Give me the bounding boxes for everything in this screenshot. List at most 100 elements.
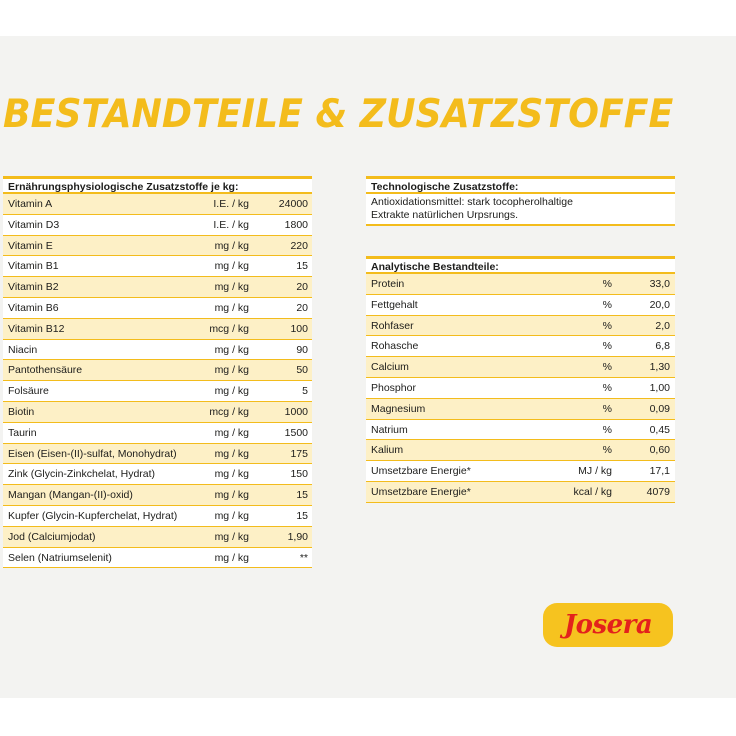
row-name: Folsäure (8, 385, 49, 398)
row-value: 6,8 (655, 340, 670, 353)
row-unit: % (602, 381, 612, 394)
row-name: Natrium (371, 423, 408, 436)
row-value: 150 (290, 468, 308, 481)
row-name: Protein (371, 278, 405, 290)
table-row: Vitamin B6 mg / kg 20 (3, 297, 312, 319)
row-unit: mg / kg (214, 239, 249, 252)
row-unit: mg / kg (214, 447, 249, 460)
row-value: 1,30 (649, 361, 670, 374)
row-value: 24000 (278, 198, 308, 210)
row-name: Umsetzbare Energie* (371, 465, 471, 478)
row-name: Calcium (371, 361, 409, 374)
row-unit: mg / kg (214, 260, 249, 273)
row-unit: mcg / kg (209, 322, 249, 335)
table-row: Eisen (Eisen-(II)-sulfat, Monohydrat) mg … (3, 443, 312, 465)
row-name: Pantothensäure (8, 364, 83, 377)
row-unit: mg / kg (214, 468, 249, 481)
row-unit: % (602, 361, 612, 374)
row-value: 1000 (284, 405, 308, 418)
row-name: Zink (Glycin-Zinkchelat, Hydrat) (8, 468, 156, 481)
row-unit: mg / kg (214, 343, 249, 356)
row-unit: % (602, 423, 612, 436)
page-title: BESTANDTEILE & ZUSATZSTOFFE (3, 92, 674, 137)
row-value: 50 (296, 364, 308, 377)
technological-line-2: Extrakte natürlichen Urpsrungs. (371, 208, 519, 221)
row-name: Vitamin D3 (8, 218, 60, 231)
table-row: Rohasche% 6,8 (366, 336, 675, 358)
table-row: Protein% 33,0 (366, 274, 675, 295)
row-name: Phosphor (371, 381, 416, 394)
analytic-constituents-header: Analytische Bestandteile: (366, 256, 675, 274)
nutritional-additives-header: Ernährungsphysiologische Zusatzstoffe je… (3, 176, 312, 194)
row-unit: mg / kg (214, 530, 249, 543)
table-row: Phosphor% 1,00 (366, 377, 675, 399)
table-row: Mangan (Mangan-(II)-oxid) mg / kg 15 (3, 485, 312, 506)
row-unit: % (602, 278, 612, 290)
table-row: Vitamin D3 I.E. / kg 1800 (3, 214, 312, 236)
row-unit: % (602, 298, 612, 311)
row-value: 1800 (284, 218, 308, 231)
row-name: Vitamin A (8, 198, 53, 210)
row-unit: % (602, 319, 612, 332)
row-name: Rohfaser (371, 319, 414, 332)
table-row: Niacin mg / kg 90 (3, 339, 312, 361)
row-unit: MJ / kg (578, 465, 612, 478)
row-value: 100 (290, 322, 308, 335)
row-name: Vitamin B12 (8, 322, 65, 335)
row-name: Vitamin B6 (8, 301, 59, 314)
row-name: Selen (Natriumselenit) (8, 551, 112, 564)
row-value: 0,60 (649, 444, 670, 457)
right-column: Technologische Zusatzstoffe: Antioxidati… (366, 176, 675, 503)
row-unit: % (602, 444, 612, 457)
row-unit: I.E. / kg (213, 218, 249, 231)
row-name: Rohasche (371, 340, 419, 353)
row-name: Vitamin B1 (8, 260, 59, 273)
row-unit: mg / kg (214, 385, 249, 398)
row-value: 0,45 (649, 423, 670, 436)
row-unit: I.E. / kg (213, 198, 249, 210)
row-value: 15 (296, 509, 308, 522)
table-row: Vitamin E mg / kg 220 (3, 235, 312, 257)
row-value: 1500 (284, 426, 308, 439)
technological-line-1: Antioxidationsmittel: stark tocopherolha… (371, 196, 573, 208)
row-unit: mg / kg (214, 551, 249, 564)
row-value: 33,0 (649, 278, 670, 290)
row-name: Niacin (8, 343, 38, 356)
row-value: 15 (296, 260, 308, 273)
row-value: 4079 (646, 485, 670, 498)
row-name: Umsetzbare Energie* (371, 485, 471, 498)
table-row: Fettgehalt% 20,0 (366, 294, 675, 316)
table-row: Vitamin A I.E. / kg 24000 (3, 194, 312, 215)
table-row: Zink (Glycin-Zinkchelat, Hydrat) mg / kg 1… (3, 464, 312, 486)
row-value: 1,00 (649, 381, 670, 394)
row-value: 2,0 (655, 319, 670, 332)
row-unit: mg / kg (214, 489, 249, 502)
row-value: 20 (296, 281, 308, 294)
table-row: Umsetzbare Energie* MJ / kg 17,1 (366, 461, 675, 482)
table-row: Taurin mg / kg 1500 (3, 422, 312, 444)
row-name: Kupfer (Glycin-Kupferchelat, Hydrat) (8, 509, 178, 522)
table-row: Vitamin B2 mg / kg 20 (3, 277, 312, 298)
technological-additives-header: Technologische Zusatzstoffe: (366, 176, 675, 194)
row-value: ** (299, 551, 308, 564)
row-unit: kcal / kg (573, 485, 612, 498)
row-value: 15 (296, 489, 308, 502)
table-row: Umsetzbare Energie* kcal / kg 4079 (366, 481, 675, 503)
table-row: Biotin mcg / kg 1000 (3, 401, 312, 423)
table-row: Selen (Natriumselenit) mg / kg ** (3, 547, 312, 569)
row-value: 20 (296, 301, 308, 314)
row-name: Fettgehalt (371, 298, 418, 311)
logo-text: Josera (563, 610, 653, 640)
row-name: Mangan (Mangan-(II)-oxid) (8, 489, 133, 502)
row-unit: mg / kg (214, 301, 249, 314)
table-row: Magnesium% 0,09 (366, 398, 675, 420)
josera-logo: Josera (543, 603, 673, 647)
row-value: 20,0 (649, 298, 670, 311)
row-value: 0,09 (649, 402, 670, 415)
row-name: Magnesium (371, 402, 426, 415)
row-value: 175 (290, 447, 308, 460)
table-row: Natrium% 0,45 (366, 419, 675, 441)
row-unit: % (602, 402, 612, 415)
table-row: Calcium% 1,30 (366, 357, 675, 378)
row-unit: mg / kg (214, 509, 249, 522)
